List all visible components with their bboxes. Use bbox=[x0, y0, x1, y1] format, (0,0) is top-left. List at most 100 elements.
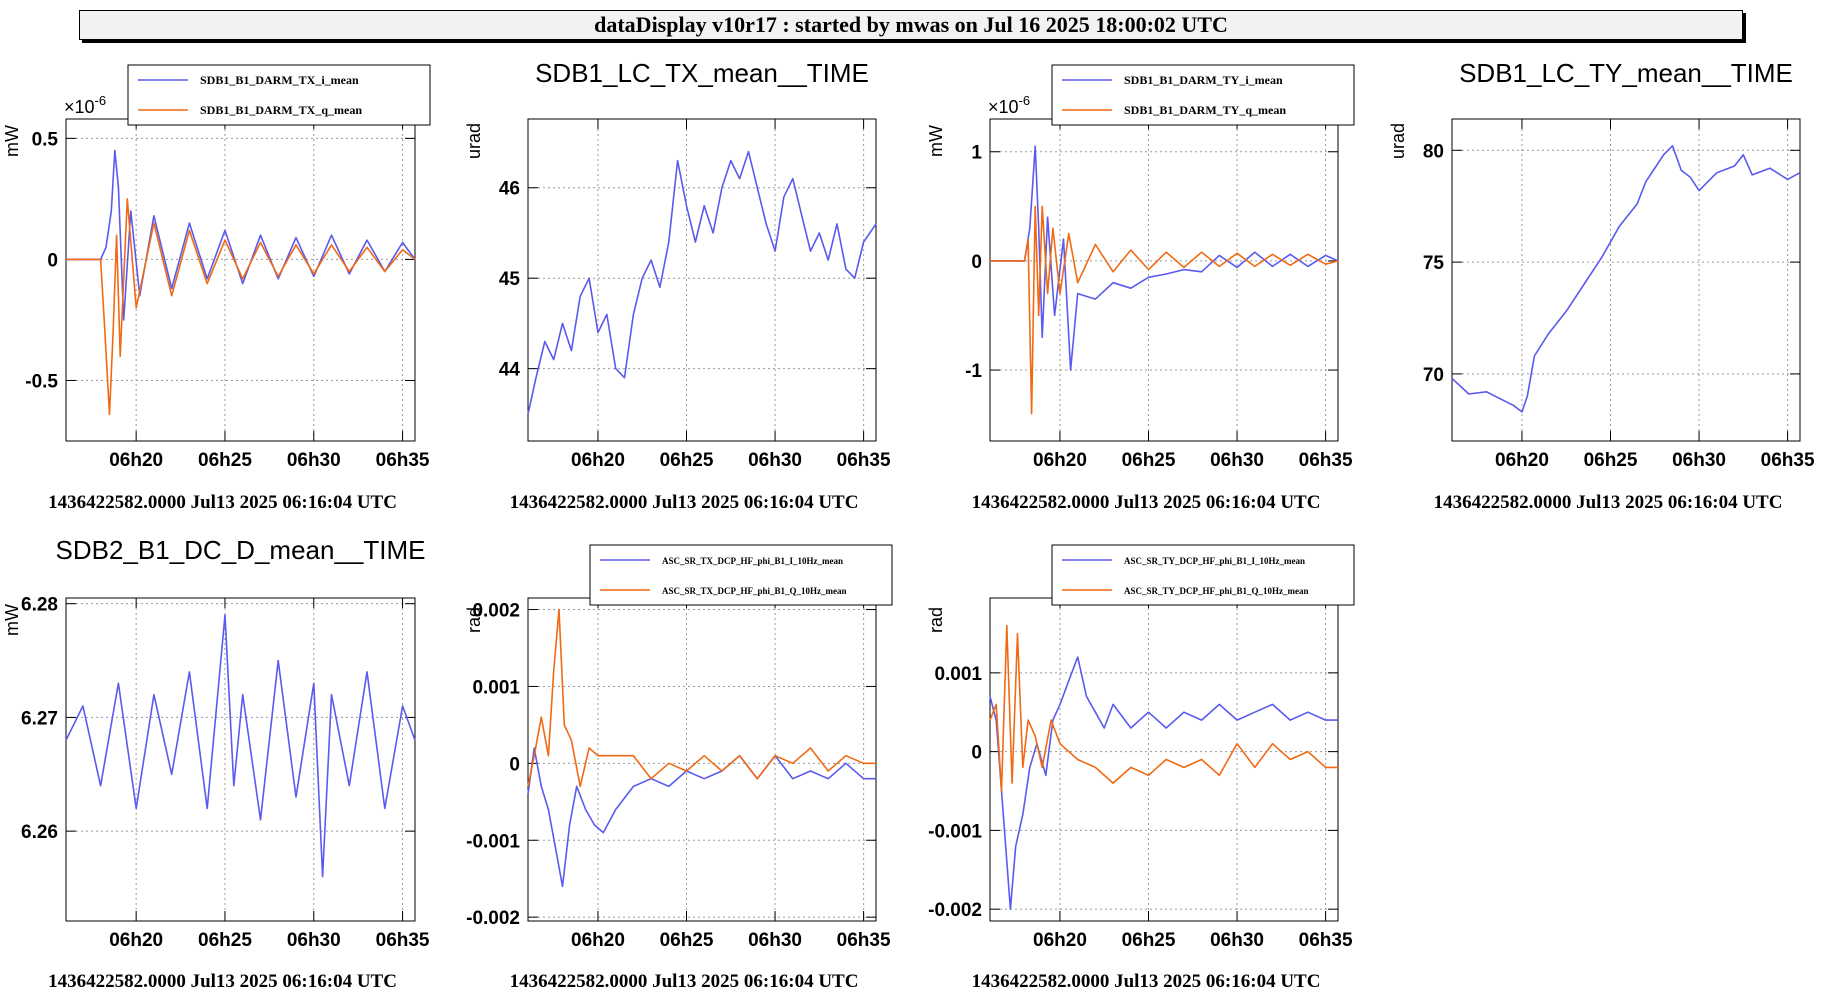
y-tick-label: 0 bbox=[47, 250, 58, 271]
x-tick-label: 06h30 bbox=[1672, 450, 1726, 471]
x-tick-label: 06h30 bbox=[748, 450, 802, 471]
legend-label: SDB1_B1_DARM_TX_q_mean bbox=[200, 103, 362, 117]
series-line-2 bbox=[989, 624, 1338, 792]
series-line-1 bbox=[527, 150, 877, 415]
x-tick-label: 06h25 bbox=[660, 450, 714, 471]
x-tick-label: 06h35 bbox=[376, 930, 430, 951]
series-line-1 bbox=[1451, 145, 1801, 413]
y-tick-label: 45 bbox=[499, 269, 521, 290]
y-axis-label: mW bbox=[926, 125, 946, 157]
timestamp-footer: 1436422582.0000 Jul13 2025 06:16:04 UTC bbox=[510, 971, 859, 992]
legend-label: ASC_SR_TY_DCP_HF_phi_B1_I_10Hz_mean bbox=[1124, 556, 1305, 566]
legend-label: ASC_SR_TX_DCP_HF_phi_B1_I_10Hz_mean bbox=[662, 556, 843, 566]
y-tick-label: 75 bbox=[1423, 253, 1445, 274]
y-axis-label: mW bbox=[2, 125, 22, 157]
y-tick-label: -0.001 bbox=[466, 831, 520, 852]
x-tick-label: 06h35 bbox=[1761, 450, 1815, 471]
x-tick-label: 06h30 bbox=[1210, 450, 1264, 471]
x-tick-label: 06h25 bbox=[1584, 450, 1638, 471]
series-line-1 bbox=[990, 145, 1339, 371]
series-line-2 bbox=[66, 198, 416, 416]
y-axis-label: rad bbox=[926, 607, 946, 633]
timestamp-footer: 1436422582.0000 Jul13 2025 06:16:04 UTC bbox=[48, 971, 397, 992]
x-tick-label: 06h30 bbox=[1210, 930, 1264, 951]
x-tick-label: 06h20 bbox=[1033, 450, 1087, 471]
legend-box bbox=[1051, 64, 1355, 126]
axis-exponent-label: ×10-6 bbox=[988, 93, 1030, 117]
x-tick-label: 06h30 bbox=[287, 450, 341, 471]
x-tick-label: 06h35 bbox=[837, 930, 891, 951]
timestamp-footer: 1436422582.0000 Jul13 2025 06:16:04 UTC bbox=[972, 971, 1321, 992]
y-tick-label: 6.26 bbox=[21, 822, 58, 843]
x-tick-label: 06h35 bbox=[1299, 450, 1353, 471]
timestamp-footer: 1436422582.0000 Jul13 2025 06:16:04 UTC bbox=[972, 492, 1321, 513]
x-tick-label: 06h25 bbox=[660, 930, 714, 951]
timestamp-footer: 1436422582.0000 Jul13 2025 06:16:04 UTC bbox=[1434, 492, 1783, 513]
x-tick-label: 06h20 bbox=[1033, 930, 1087, 951]
series-line-2 bbox=[527, 608, 876, 788]
legend-box bbox=[589, 544, 893, 606]
chart-title: SDB2_B1_DC_D_mean__TIME bbox=[56, 535, 426, 565]
x-tick-label: 06h25 bbox=[198, 930, 252, 951]
x-tick-label: 06h35 bbox=[837, 450, 891, 471]
axis-exponent-label: ×10-6 bbox=[64, 93, 106, 117]
legend-label: ASC_SR_TX_DCP_HF_phi_B1_Q_10Hz_mean bbox=[662, 586, 847, 596]
x-tick-label: 06h25 bbox=[1122, 930, 1176, 951]
y-tick-label: 70 bbox=[1423, 365, 1444, 386]
y-tick-label: 0.001 bbox=[934, 664, 982, 685]
chart-title: SDB1_LC_TY_mean__TIME bbox=[1459, 58, 1793, 88]
display-title: dataDisplay v10r17 : started by mwas on … bbox=[79, 10, 1743, 40]
y-tick-label: 0 bbox=[971, 252, 982, 273]
x-tick-label: 06h20 bbox=[1495, 450, 1549, 471]
y-tick-label: 0.001 bbox=[472, 677, 520, 698]
legend-box bbox=[127, 64, 431, 126]
y-tick-label: 80 bbox=[1423, 141, 1444, 162]
plot-frame bbox=[527, 597, 877, 922]
x-tick-label: 06h25 bbox=[1122, 450, 1176, 471]
y-tick-label: 0 bbox=[509, 754, 520, 775]
x-tick-label: 06h35 bbox=[376, 450, 430, 471]
y-tick-label: 0 bbox=[971, 743, 982, 764]
timestamp-footer: 1436422582.0000 Jul13 2025 06:16:04 UTC bbox=[48, 492, 397, 513]
y-tick-label: -0.002 bbox=[466, 908, 520, 929]
y-tick-label: 6.28 bbox=[21, 595, 58, 616]
series-line-1 bbox=[66, 149, 416, 321]
plot-frame bbox=[1451, 118, 1801, 442]
legend-label: SDB1_B1_DARM_TX_i_mean bbox=[200, 73, 359, 87]
plot-frame bbox=[989, 118, 1339, 442]
legend-box bbox=[1051, 544, 1355, 606]
x-tick-label: 06h30 bbox=[287, 930, 341, 951]
y-tick-label: -0.002 bbox=[928, 900, 982, 921]
y-tick-label: -0.5 bbox=[25, 371, 58, 392]
legend-label: SDB1_B1_DARM_TY_i_mean bbox=[1124, 73, 1283, 87]
y-tick-label: 6.27 bbox=[21, 708, 58, 729]
x-tick-label: 06h30 bbox=[748, 930, 802, 951]
y-tick-label: 0.002 bbox=[472, 601, 520, 622]
legend-label: SDB1_B1_DARM_TY_q_mean bbox=[1124, 103, 1286, 117]
x-tick-label: 06h20 bbox=[109, 450, 163, 471]
x-tick-label: 06h20 bbox=[109, 930, 163, 951]
chart-title: SDB1_LC_TX_mean__TIME bbox=[535, 58, 869, 88]
y-axis-label: mW bbox=[2, 604, 22, 636]
y-tick-label: 1 bbox=[971, 143, 982, 164]
x-tick-label: 06h25 bbox=[198, 450, 252, 471]
y-tick-label: 0.5 bbox=[32, 129, 59, 150]
series-line-1 bbox=[65, 614, 416, 878]
plot-frame bbox=[65, 597, 416, 922]
y-tick-label: -0.001 bbox=[928, 821, 982, 842]
y-axis-label: rad bbox=[464, 607, 484, 633]
series-line-1 bbox=[989, 656, 1338, 911]
x-tick-label: 06h35 bbox=[1299, 930, 1353, 951]
series-line-2 bbox=[990, 205, 1339, 415]
y-axis-label: urad bbox=[1388, 123, 1408, 159]
plot-frame bbox=[527, 118, 877, 442]
y-tick-label: -1 bbox=[965, 361, 982, 382]
legend-label: ASC_SR_TY_DCP_HF_phi_B1_Q_10Hz_mean bbox=[1124, 586, 1309, 596]
x-tick-label: 06h20 bbox=[571, 930, 625, 951]
y-tick-label: 44 bbox=[499, 360, 521, 381]
y-tick-label: 46 bbox=[499, 179, 520, 200]
timestamp-footer: 1436422582.0000 Jul13 2025 06:16:04 UTC bbox=[510, 492, 859, 513]
x-tick-label: 06h20 bbox=[571, 450, 625, 471]
y-axis-label: urad bbox=[464, 123, 484, 159]
